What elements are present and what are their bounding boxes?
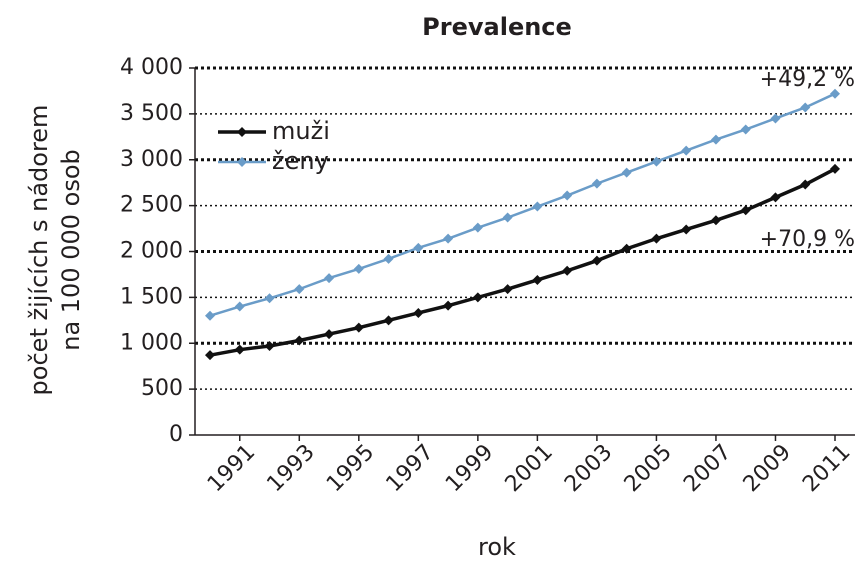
x-tick-label-group: 1999 bbox=[441, 440, 498, 497]
data-point bbox=[324, 273, 335, 284]
x-tick-label: 2009 bbox=[739, 440, 796, 497]
data-point bbox=[562, 265, 573, 276]
x-tick-label-group: 2009 bbox=[739, 440, 796, 497]
x-tick-label: 2005 bbox=[620, 440, 677, 497]
x-tick-label: 1991 bbox=[203, 440, 260, 497]
data-point bbox=[413, 242, 424, 253]
data-point bbox=[294, 284, 305, 295]
data-point bbox=[651, 156, 662, 167]
data-point bbox=[264, 341, 275, 352]
data-point bbox=[562, 190, 573, 201]
x-tick-label: 1999 bbox=[441, 440, 498, 497]
data-point bbox=[830, 88, 840, 99]
data-point bbox=[294, 335, 305, 346]
data-point bbox=[383, 315, 394, 326]
data-point bbox=[532, 201, 543, 212]
data-point bbox=[205, 350, 215, 361]
x-tick-label: 1997 bbox=[382, 440, 439, 497]
data-point bbox=[205, 310, 215, 321]
y-tick-label: 2 500 bbox=[120, 193, 183, 218]
y-axis-label: počet žijících s nádorem na 100 000 osob bbox=[25, 105, 85, 396]
y-tick-label: 1 500 bbox=[120, 284, 183, 309]
legend-marker bbox=[237, 127, 247, 137]
y-tick-label: 3 500 bbox=[120, 101, 183, 126]
y-tick-label: 0 bbox=[169, 422, 183, 447]
x-tick-label-group: 1997 bbox=[382, 440, 439, 497]
data-point bbox=[264, 293, 275, 304]
data-point bbox=[621, 243, 632, 254]
y-tick-label: 2 000 bbox=[120, 239, 183, 264]
annotation: +70,9 % bbox=[760, 227, 855, 252]
y-tick-label: 1 000 bbox=[120, 330, 183, 355]
data-point bbox=[621, 167, 632, 178]
x-axis-label: rok bbox=[478, 533, 516, 561]
legend-marker bbox=[237, 157, 247, 167]
data-point bbox=[443, 233, 454, 244]
data-point bbox=[234, 301, 245, 312]
legend-label: muži bbox=[272, 117, 330, 145]
x-tick-label-group: 1991 bbox=[203, 440, 260, 497]
x-tick-label-group: 1995 bbox=[322, 440, 379, 497]
x-tick-label-group: 2005 bbox=[620, 440, 677, 497]
x-tick-label: 2011 bbox=[798, 440, 855, 497]
x-tick-label: 1995 bbox=[322, 440, 379, 497]
data-point bbox=[502, 212, 513, 223]
series-line bbox=[209, 167, 836, 357]
data-point bbox=[710, 215, 721, 226]
chart-title: Prevalence bbox=[422, 13, 572, 41]
data-point bbox=[591, 255, 602, 266]
data-point bbox=[770, 192, 781, 203]
data-point bbox=[234, 344, 245, 355]
y-tick-label: 4 000 bbox=[120, 55, 183, 80]
y-tick-label: 3 000 bbox=[120, 147, 183, 172]
data-point bbox=[324, 329, 335, 340]
x-tick-label: 1993 bbox=[262, 440, 319, 497]
data-point bbox=[413, 307, 424, 318]
legend-label: ženy bbox=[272, 147, 329, 175]
x-tick-label: 2001 bbox=[501, 440, 558, 497]
series-line bbox=[209, 92, 836, 317]
data-point bbox=[740, 205, 751, 216]
x-tick-label-group: 2003 bbox=[560, 440, 617, 497]
x-tick-label-group: 2011 bbox=[798, 440, 855, 497]
data-point bbox=[591, 178, 602, 189]
data-point bbox=[740, 124, 751, 135]
x-tick-label: 2003 bbox=[560, 440, 617, 497]
data-point bbox=[353, 322, 364, 333]
annotation: +49,2 % bbox=[760, 67, 855, 92]
data-point bbox=[383, 253, 394, 264]
y-tick-label: 500 bbox=[141, 376, 183, 401]
data-point bbox=[472, 222, 483, 233]
data-point bbox=[710, 134, 721, 145]
data-point bbox=[532, 274, 543, 285]
y-axis-label-line: na 100 000 osob bbox=[57, 149, 85, 351]
data-point bbox=[651, 233, 662, 244]
x-tick-label-group: 2007 bbox=[679, 440, 736, 497]
data-point bbox=[800, 102, 811, 113]
data-point bbox=[800, 179, 811, 190]
x-tick-label-group: 2001 bbox=[501, 440, 558, 497]
data-point bbox=[830, 163, 840, 174]
data-point bbox=[472, 292, 483, 303]
x-tick-label: 2007 bbox=[679, 440, 736, 497]
data-point bbox=[443, 300, 454, 311]
data-point bbox=[770, 113, 781, 124]
y-axis-label-line: počet žijících s nádorem bbox=[25, 105, 53, 396]
data-point bbox=[502, 284, 513, 295]
data-point bbox=[681, 224, 692, 235]
data-point bbox=[681, 145, 692, 156]
data-point bbox=[353, 263, 364, 274]
x-tick-label-group: 1993 bbox=[262, 440, 319, 497]
